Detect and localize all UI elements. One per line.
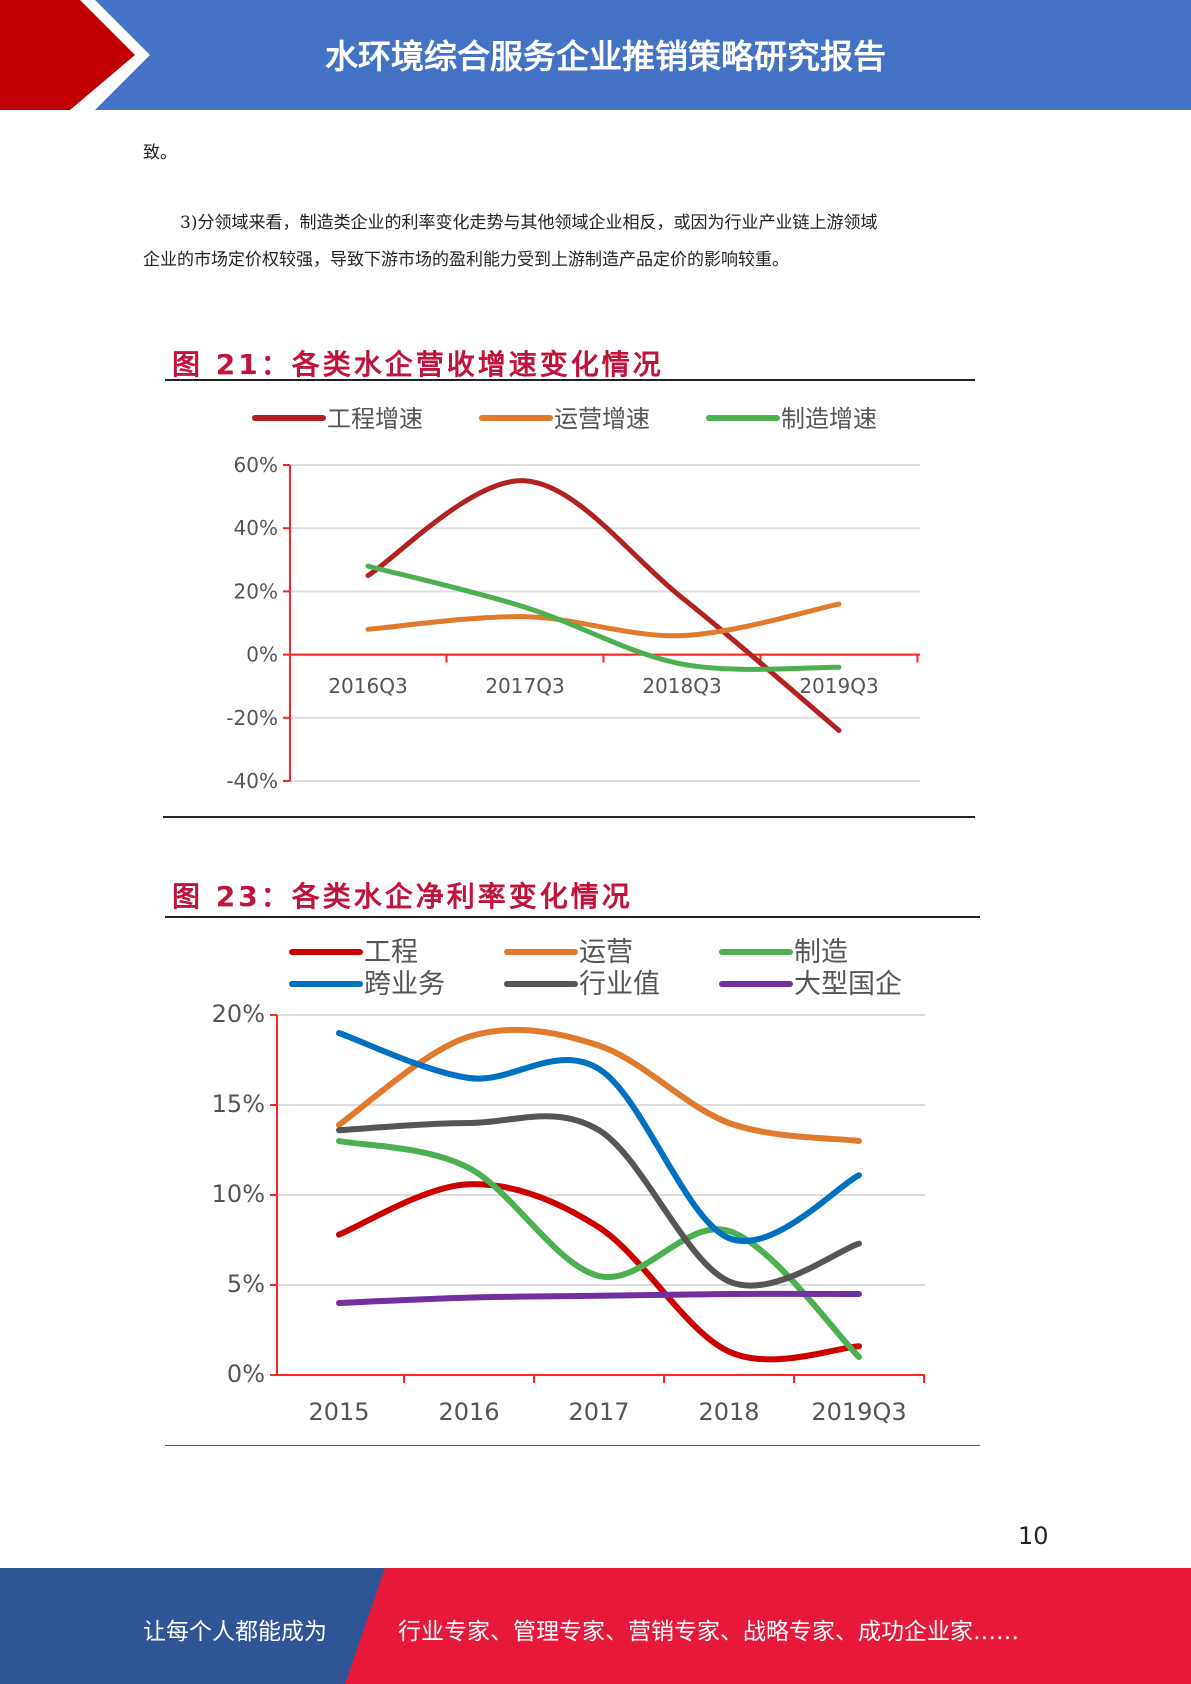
- series-line-运营: [336, 1026, 862, 1144]
- footer-banner: [0, 1568, 1191, 1684]
- chart-net-margin: 20% 15% 10% 5% 0% 2015 2016 2017 2018 2019Q3 工程 运营 制…: [212, 937, 925, 1426]
- x-tick-label: 2016: [438, 1398, 499, 1426]
- x-tick-label: 2019Q3: [811, 1398, 906, 1426]
- legend-label: 行业值: [579, 969, 660, 1000]
- y-tick-label: 40%: [234, 516, 278, 540]
- divider: [165, 916, 980, 918]
- legend-label: 跨业务: [364, 969, 445, 1000]
- x-tick-label: 2016Q3: [328, 674, 407, 698]
- y-tick-label: 0%: [227, 1360, 265, 1388]
- chart-title: 图 23：各类水企净利率变化情况: [172, 880, 633, 913]
- x-tick-label: 2017: [568, 1398, 629, 1426]
- series-line-大型国企: [336, 1290, 862, 1306]
- y-tick-label: 15%: [212, 1090, 265, 1118]
- divider: [165, 1445, 980, 1446]
- y-tick-label: 20%: [234, 579, 278, 603]
- series-line-运营增速: [365, 601, 842, 639]
- paragraph: 3)分领域来看，制造类企业的利率变化走势与其他领域企业相反，或因为行业产业链上游…: [180, 213, 878, 233]
- legend-label: 运营增速: [554, 405, 650, 433]
- y-tick-label: 5%: [227, 1270, 265, 1298]
- header-banner: [0, 0, 1191, 110]
- series-line-工程: [336, 1181, 862, 1363]
- paragraph: 企业的市场定价权较强，导致下游市场的盈利能力受到上游制造产品定价的影响较重。: [143, 250, 789, 270]
- y-tick-label: -20%: [226, 706, 278, 730]
- legend-label: 工程: [364, 937, 418, 968]
- x-tick-label: 2018: [698, 1398, 759, 1426]
- y-tick-label: 0%: [246, 643, 278, 667]
- x-tick-label: 2018Q3: [642, 674, 721, 698]
- legend-label: 制造: [794, 937, 848, 968]
- chart-revenue-growth: 60% 40% 20% 0% -20% -40% 2016Q3 2017Q3 2018Q3 201…: [226, 405, 920, 793]
- legend-label: 工程增速: [327, 405, 423, 433]
- header-title: 水环境综合服务企业推销策略研究报告: [325, 37, 886, 76]
- series-line-行业值: [336, 1113, 862, 1289]
- x-tick-label: 2019Q3: [799, 674, 878, 698]
- chart-title: 图 21：各类水企营收增速变化情况: [172, 348, 664, 381]
- divider: [163, 816, 975, 818]
- x-tick-label: 2017Q3: [485, 674, 564, 698]
- legend-label: 大型国企: [794, 969, 902, 1000]
- y-tick-label: 10%: [212, 1180, 265, 1208]
- footer-slogan: 让每个人都能成为: [143, 1619, 327, 1645]
- series-line-跨业务: [336, 1030, 862, 1244]
- legend-label: 制造增速: [781, 405, 877, 433]
- x-tick-label: 2015: [308, 1398, 369, 1426]
- series-line-制造: [336, 1138, 862, 1360]
- paragraph: 致。: [143, 143, 177, 163]
- series-line-制造增速: [365, 563, 842, 672]
- divider: [165, 379, 975, 381]
- legend-label: 运营: [579, 937, 633, 968]
- footer-roles: 行业专家、管理专家、营销专家、战略专家、成功企业家……: [398, 1619, 1019, 1645]
- y-tick-label: -40%: [226, 769, 278, 793]
- y-tick-label: 60%: [234, 453, 278, 477]
- y-tick-label: 20%: [212, 1000, 265, 1028]
- page-number: 10: [1018, 1522, 1049, 1550]
